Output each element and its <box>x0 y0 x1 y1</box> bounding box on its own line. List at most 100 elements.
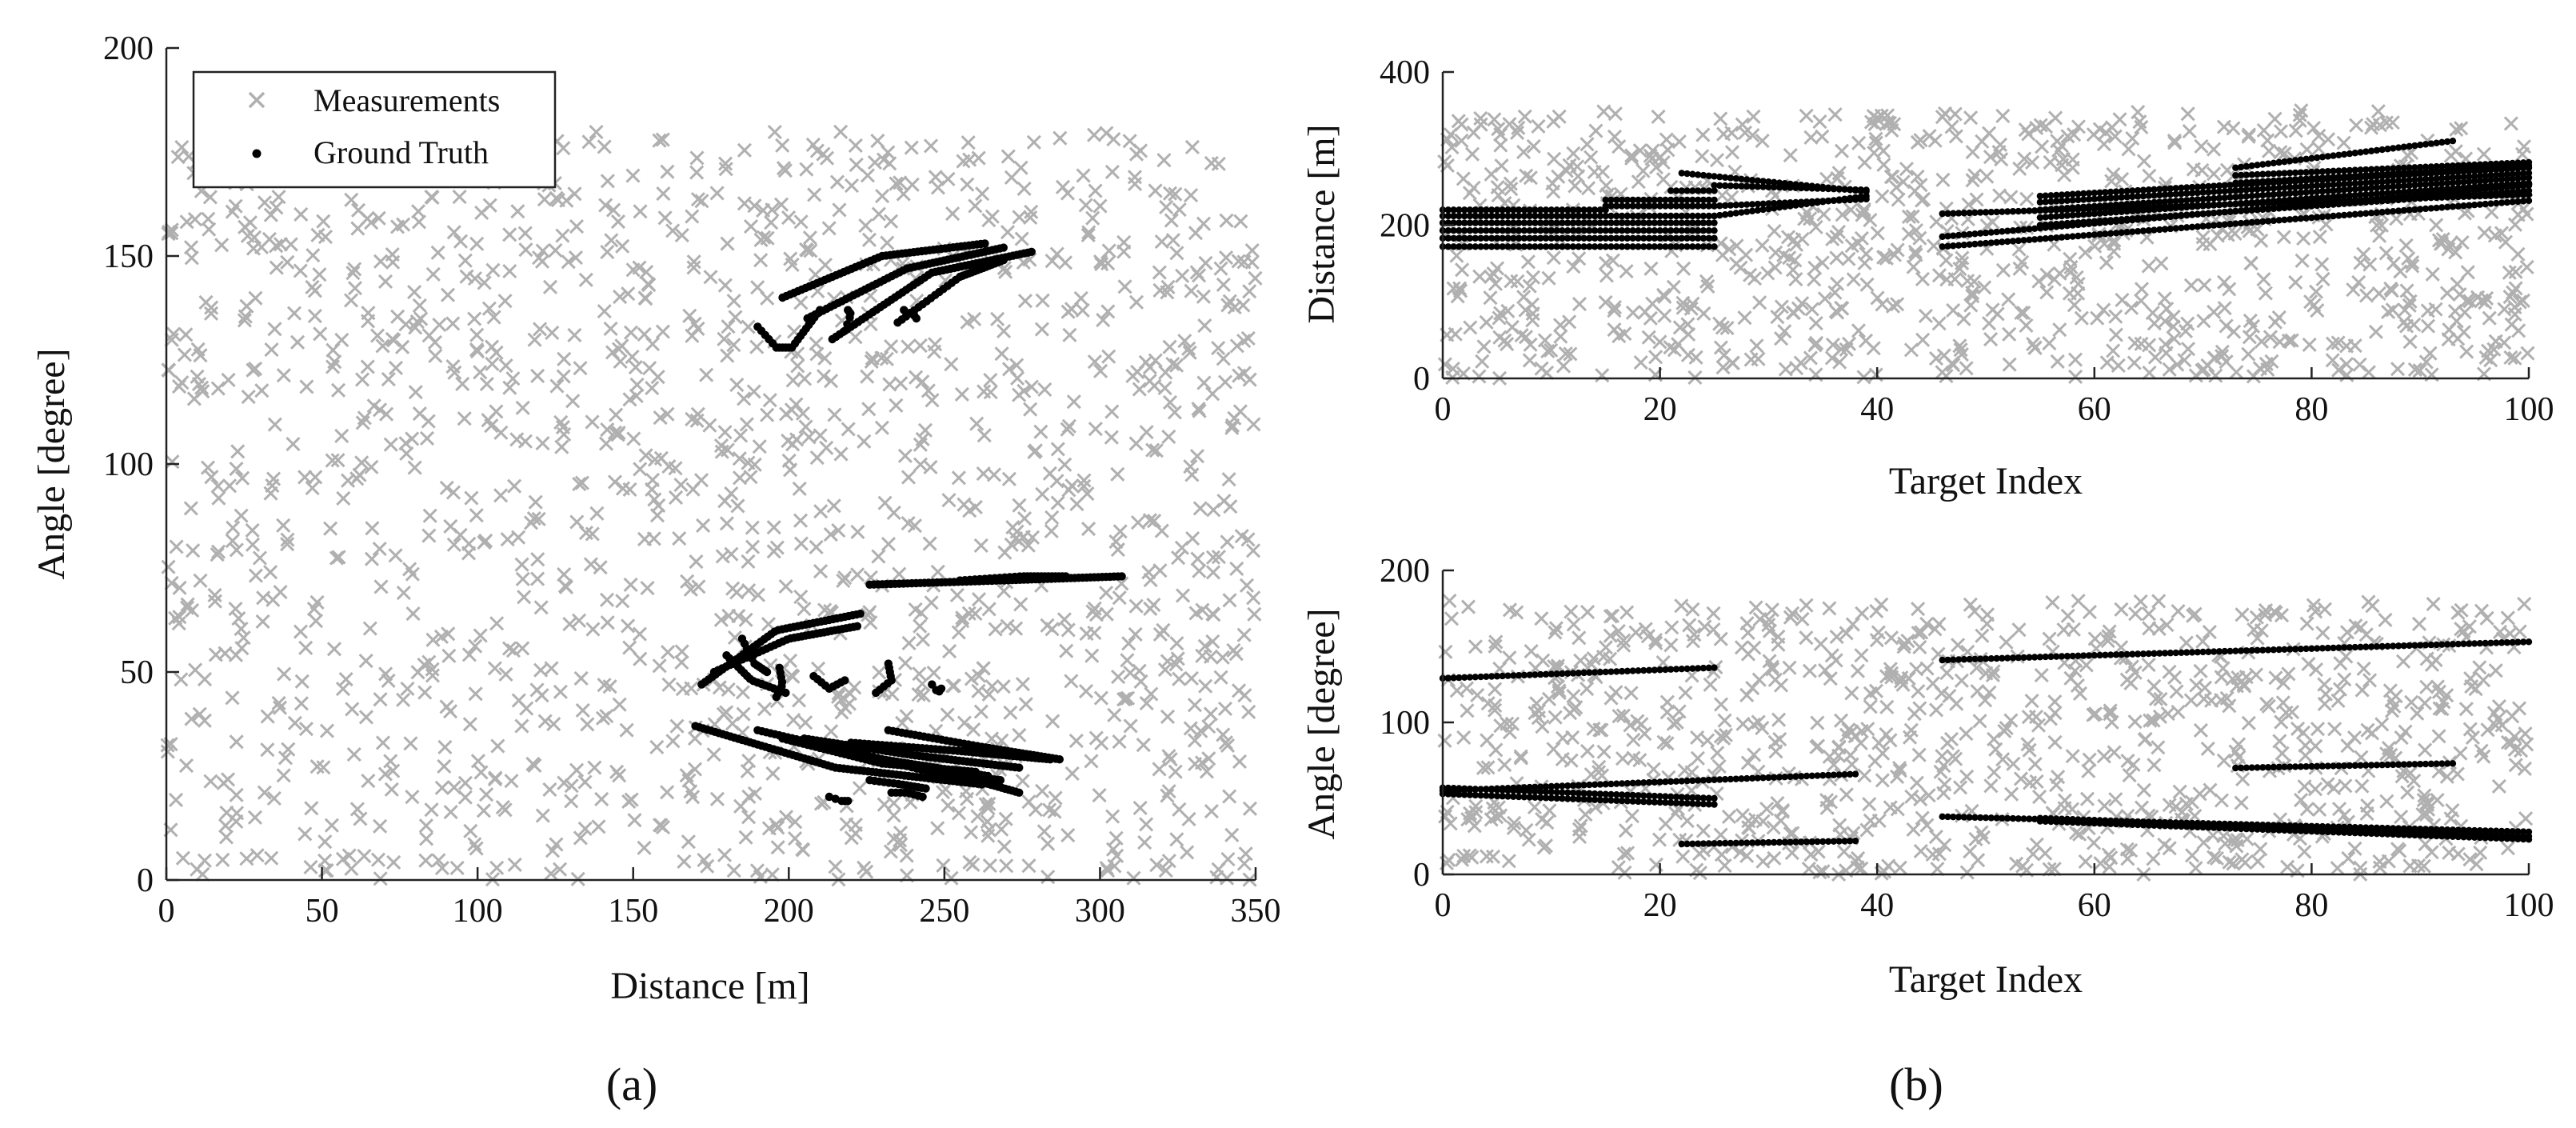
ground-truth-point <box>2297 169 2305 176</box>
ground-truth-point <box>2248 186 2255 194</box>
measurement-marker <box>208 647 223 662</box>
measurement-marker <box>269 200 284 215</box>
ground-truth-point <box>2373 166 2381 173</box>
measurement-marker <box>535 436 550 451</box>
ground-truth-point <box>2085 190 2093 197</box>
measurement-marker <box>2074 310 2089 326</box>
measurement-marker <box>689 413 705 428</box>
measurement-marker <box>1657 308 1672 323</box>
ground-truth-point <box>2476 190 2484 198</box>
measurement-marker <box>600 422 615 438</box>
ground-truth-point <box>2069 233 2076 240</box>
measurement-marker <box>1732 845 1748 860</box>
measurement-marker <box>1472 269 1488 284</box>
measurement-marker <box>2183 278 2199 293</box>
measurement-marker <box>2016 306 2031 321</box>
measurement-marker <box>473 365 488 380</box>
ground-truth-point <box>2400 196 2408 203</box>
ground-truth-point <box>1971 230 1979 238</box>
measurement-marker <box>234 621 249 637</box>
ground-truth-point <box>2482 190 2489 198</box>
ground-truth-point <box>2161 213 2169 220</box>
measurement-marker <box>1148 183 1163 198</box>
measurement-marker <box>1152 265 1167 280</box>
measurement-marker <box>191 376 206 392</box>
measurement-marker <box>1709 153 1725 168</box>
measurement-marker <box>2121 142 2136 157</box>
ground-truth-point <box>1765 200 1772 207</box>
measurement-marker <box>1965 286 1980 301</box>
ground-truth-point <box>1477 234 1484 242</box>
measurement-marker <box>537 192 552 207</box>
measurement-marker <box>1196 375 1212 390</box>
ground-truth-point <box>2330 167 2337 175</box>
ground-truth-point <box>2167 212 2175 220</box>
measurement-marker <box>1084 648 1100 663</box>
ground-truth-point <box>2313 168 2321 175</box>
ground-truth-point <box>1716 173 1723 181</box>
measurement-marker <box>727 630 742 646</box>
ground-truth-point <box>1819 198 1827 205</box>
ground-truth-point <box>2427 194 2434 202</box>
measurement-marker <box>2142 365 2157 380</box>
ground-truth-point <box>1483 243 1490 250</box>
ground-truth-point <box>2151 198 2158 206</box>
measurement-marker <box>1755 133 1770 149</box>
ground-truth-point <box>2009 208 2017 215</box>
ground-truth-point <box>1548 227 1556 234</box>
measurement-marker <box>281 742 296 757</box>
measurement-marker <box>1244 242 1260 258</box>
measurement-marker <box>801 430 817 445</box>
ground-truth-point <box>2286 204 2294 211</box>
ground-truth-point <box>1662 227 1669 234</box>
measurement-marker <box>971 683 986 698</box>
measurement-marker <box>747 457 762 472</box>
ground-truth-point <box>1721 202 1729 210</box>
measurement-marker <box>2349 118 2364 133</box>
ground-truth-point <box>1532 234 1539 242</box>
ground-truth-point <box>1955 210 1963 217</box>
ground-truth-point <box>1564 212 1572 220</box>
ground-truth-point <box>1575 243 1582 250</box>
measurement-marker <box>545 843 561 858</box>
measurement-marker <box>741 754 757 769</box>
measurement-marker <box>487 772 503 787</box>
ground-truth-point <box>2422 168 2430 175</box>
measurement-marker <box>347 262 362 277</box>
measurement-marker <box>1667 342 1682 358</box>
measurement-marker <box>2292 107 2307 122</box>
ground-truth-point <box>1683 202 1691 210</box>
measurement-marker <box>298 640 314 655</box>
measurement-marker <box>364 551 380 566</box>
ground-truth-point <box>1548 219 1556 226</box>
ground-truth-point <box>1586 243 1593 250</box>
measurement-marker <box>1013 597 1028 612</box>
ground-truth-point <box>2378 198 2386 205</box>
measurement-marker <box>765 202 780 218</box>
ground-truth-point <box>2520 170 2527 177</box>
measurement-marker <box>753 253 769 268</box>
measurement-marker <box>2483 353 2498 368</box>
ground-truth-point <box>2075 232 2082 240</box>
measurement-marker <box>2026 846 2041 862</box>
measurement-marker <box>2134 282 2150 297</box>
measurement-marker <box>1719 320 1735 336</box>
ground-truth-point <box>2417 194 2424 202</box>
measurement-marker <box>1034 322 1049 337</box>
measurement-marker <box>2356 246 2371 262</box>
ground-truth-point <box>1667 219 1675 226</box>
ground-truth-point <box>2102 209 2109 217</box>
measurement-marker <box>434 780 449 795</box>
measurement-marker <box>1780 230 1796 245</box>
measurement-marker <box>861 232 877 247</box>
ground-truth-point <box>2129 193 2136 201</box>
ground-truth-point <box>2145 192 2152 199</box>
ground-truth-point <box>2178 204 2185 211</box>
ground-truth-point <box>2330 181 2337 189</box>
measurement-marker <box>1004 170 1019 185</box>
measurement-marker <box>298 470 313 485</box>
ground-truth-point <box>2324 213 2331 220</box>
ground-truth-point <box>2297 175 2305 183</box>
ground-truth-point <box>2302 169 2310 176</box>
measurement-marker <box>2167 133 2182 148</box>
